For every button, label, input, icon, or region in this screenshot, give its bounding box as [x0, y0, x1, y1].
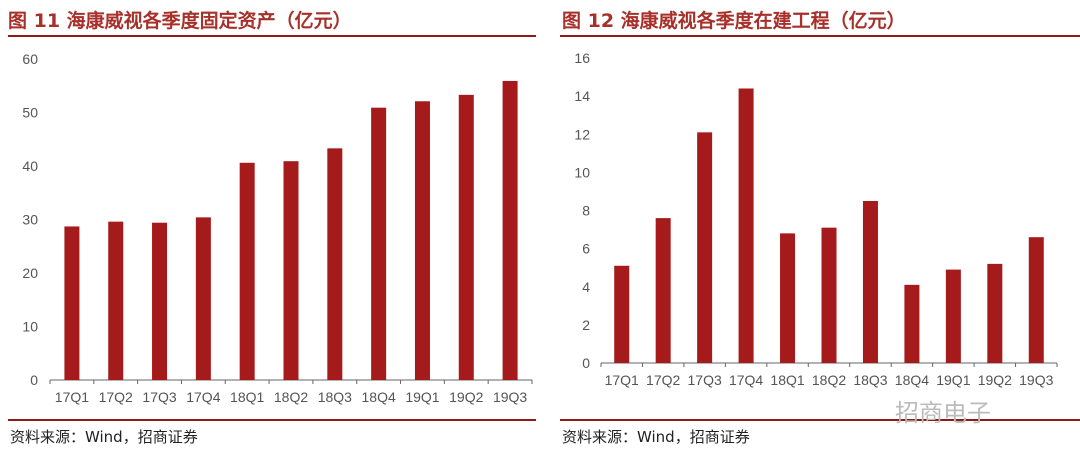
bar-19Q3	[502, 80, 518, 380]
x-tick-label: 17Q1	[55, 389, 89, 405]
x-tick-label: 17Q4	[186, 389, 220, 405]
x-tick-label: 18Q2	[812, 372, 846, 388]
bar-19Q1	[945, 269, 961, 363]
x-tick-label: 17Q2	[646, 372, 680, 388]
bar-18Q3	[862, 200, 878, 363]
x-tick-label: 18Q1	[230, 389, 264, 405]
y-tick-label: 14	[574, 88, 590, 104]
bar-18Q4	[371, 107, 387, 380]
chart-panel-construction: 图 12 海康威视各季度在建工程（亿元） 资料来源：Wind，招商证券	[540, 0, 1080, 455]
bar-18Q2	[283, 161, 299, 380]
bar-17Q3	[152, 222, 168, 380]
x-tick-label: 19Q1	[936, 372, 970, 388]
source-note: 资料来源：Wind，招商证券	[562, 428, 750, 446]
x-tick-label: 17Q3	[142, 389, 176, 405]
chart-title: 图 12 海康威视各季度在建工程（亿元）	[562, 10, 906, 32]
bar-18Q2	[821, 227, 837, 363]
y-tick-label: 0	[582, 355, 590, 371]
y-tick-label: 20	[22, 265, 38, 281]
y-tick-label: 8	[582, 203, 590, 219]
watermark-logo: 招商电子	[895, 399, 991, 427]
x-tick-label: 19Q3	[493, 389, 527, 405]
bar-18Q4	[904, 284, 920, 363]
x-tick-label: 18Q1	[770, 372, 804, 388]
y-tick-label: 10	[574, 164, 590, 180]
x-tick-label: 19Q1	[405, 389, 439, 405]
footer-rule	[560, 419, 1080, 421]
x-tick-label: 17Q2	[99, 389, 133, 405]
y-tick-label: 0	[30, 372, 38, 388]
bar-19Q2	[987, 263, 1003, 363]
y-tick-label: 2	[582, 317, 590, 333]
bar-17Q1	[64, 226, 80, 380]
x-tick-label: 19Q2	[449, 389, 483, 405]
bar-19Q1	[414, 101, 430, 380]
bar-18Q1	[780, 233, 796, 363]
chart-panel-fixed-assets: 图 11 海康威视各季度固定资产（亿元） 资料来源：Wind，招商证券	[8, 10, 536, 446]
x-tick-label: 18Q3	[318, 389, 352, 405]
footer-rule	[8, 419, 536, 421]
bar-17Q3	[697, 132, 713, 363]
bar-17Q2	[108, 221, 124, 380]
y-tick-label: 12	[574, 126, 590, 142]
bar-18Q3	[327, 148, 343, 380]
x-tick-label: 19Q2	[978, 372, 1012, 388]
title-rule	[8, 35, 536, 37]
x-tick-label: 18Q4	[362, 389, 396, 405]
chart-title: 图 11 海康威视各季度固定资产（亿元）	[8, 10, 352, 32]
bar-18Q1	[239, 162, 255, 380]
bar-19Q3	[1028, 237, 1044, 363]
x-tick-label: 17Q3	[688, 372, 722, 388]
x-tick-label: 18Q4	[895, 372, 929, 388]
y-tick-label: 40	[22, 158, 38, 174]
y-tick-label: 4	[582, 279, 590, 295]
bar-17Q4	[195, 217, 211, 380]
y-tick-label: 10	[22, 319, 38, 335]
title-rule	[560, 35, 1080, 37]
x-tick-label: 18Q2	[274, 389, 308, 405]
x-tick-label: 19Q3	[1019, 372, 1053, 388]
bar-17Q4	[738, 88, 754, 363]
y-tick-label: 50	[22, 105, 38, 121]
x-tick-label: 17Q1	[605, 372, 639, 388]
source-note: 资料来源：Wind，招商证券	[10, 428, 198, 446]
y-tick-label: 6	[582, 241, 590, 257]
y-tick-label: 16	[574, 50, 590, 66]
y-tick-label: 30	[22, 212, 38, 228]
x-tick-label: 18Q3	[853, 372, 887, 388]
bar-19Q2	[458, 94, 474, 380]
y-tick-label: 60	[22, 51, 38, 67]
bar-17Q1	[614, 265, 630, 363]
bar-17Q2	[655, 218, 671, 363]
x-tick-label: 17Q4	[729, 372, 763, 388]
